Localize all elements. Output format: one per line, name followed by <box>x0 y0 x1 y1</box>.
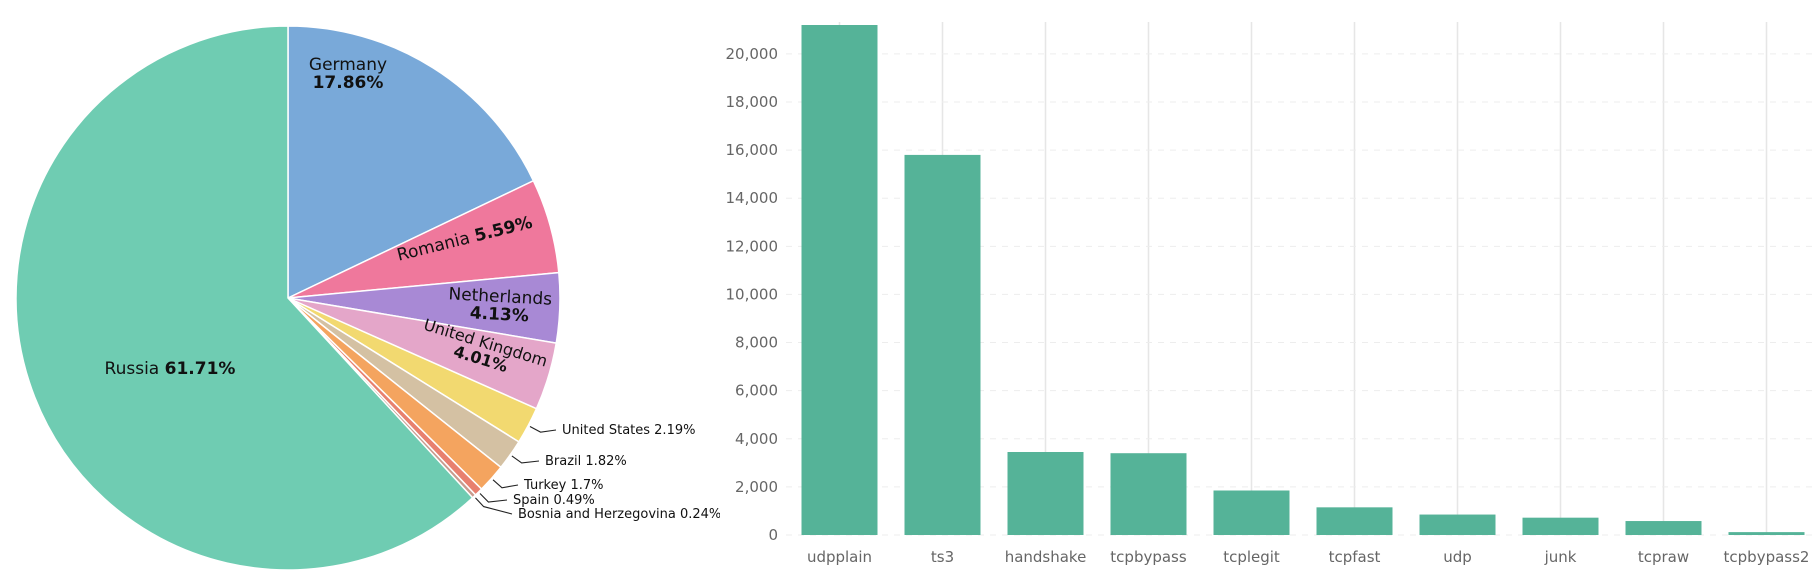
bar-tcpbypass <box>1110 453 1187 535</box>
x-tick-label-tcpraw: tcpraw <box>1638 548 1689 566</box>
svg-text:Brazil 1.82%: Brazil 1.82% <box>545 454 627 469</box>
y-tick-label: 8,000 <box>735 334 778 352</box>
y-tick-label: 0 <box>768 526 778 544</box>
svg-text:United States 2.19%: United States 2.19% <box>562 423 695 438</box>
y-tick-label: 2,000 <box>735 478 778 496</box>
pie-callout-brazil: Brazil 1.82% <box>511 454 627 469</box>
pie-callout-turkey: Turkey 1.7% <box>492 478 603 493</box>
svg-text:4.13%: 4.13% <box>469 303 529 326</box>
y-tick-label: 16,000 <box>726 141 779 159</box>
y-tick-label: 10,000 <box>726 285 779 303</box>
y-tick-label: 4,000 <box>735 430 778 448</box>
y-tick-label: 20,000 <box>726 45 779 63</box>
pie-callout-spain: Spain 0.49% <box>479 493 595 508</box>
x-tick-label-tcplegit: tcplegit <box>1223 548 1280 566</box>
svg-text:Turkey 1.7%: Turkey 1.7% <box>523 478 603 493</box>
pie-callout-bosnia-and-herzegovina: Bosnia and Herzegovina 0.24% <box>475 497 720 522</box>
svg-text:Russia 61.71%: Russia 61.71% <box>105 359 236 379</box>
x-tick-label-tcpfast: tcpfast <box>1329 548 1381 566</box>
svg-text:17.86%: 17.86% <box>313 73 384 93</box>
x-tick-label-tcpbypass2: tcpbypass2 <box>1724 548 1810 566</box>
y-tick-label: 6,000 <box>735 382 778 400</box>
pie-label-russia: Russia 61.71% <box>105 359 236 379</box>
x-tick-label-udpplain: udpplain <box>807 548 872 566</box>
bar-udp <box>1419 514 1496 535</box>
pie-callout-united-states: United States 2.19% <box>529 423 695 438</box>
bar-junk <box>1522 517 1599 535</box>
x-tick-label-handshake: handshake <box>1005 548 1087 566</box>
bar-tcpraw <box>1625 521 1702 535</box>
y-tick-label: 18,000 <box>726 93 779 111</box>
svg-text:Bosnia and Herzegovina 0.24%: Bosnia and Herzegovina 0.24% <box>518 507 720 522</box>
x-tick-label-ts3: ts3 <box>931 548 954 566</box>
bar-chart: 0 2,000 4,000 6,000 8,000 10,000 12,000 14,000 1… <box>726 22 1818 566</box>
x-tick-label-tcpbypass: tcpbypass <box>1110 548 1187 566</box>
bar-ts3 <box>904 154 981 536</box>
bar-handshake <box>1007 452 1084 535</box>
pie-slice-russia <box>15 25 474 571</box>
bar-tcpbypass2 <box>1728 532 1805 535</box>
pie-slice-germany <box>287 25 535 300</box>
svg-text:Germany: Germany <box>309 55 387 75</box>
x-tick-label-junk: junk <box>1544 548 1577 566</box>
y-tick-label: 14,000 <box>726 189 779 207</box>
bar-tcpfast <box>1316 507 1393 535</box>
y-tick-label: 12,000 <box>726 237 779 255</box>
svg-text:Spain 0.49%: Spain 0.49% <box>513 493 595 508</box>
bar-tcplegit <box>1213 490 1290 535</box>
x-tick-label-udp: udp <box>1443 548 1472 566</box>
bar-udpplain <box>801 25 878 535</box>
